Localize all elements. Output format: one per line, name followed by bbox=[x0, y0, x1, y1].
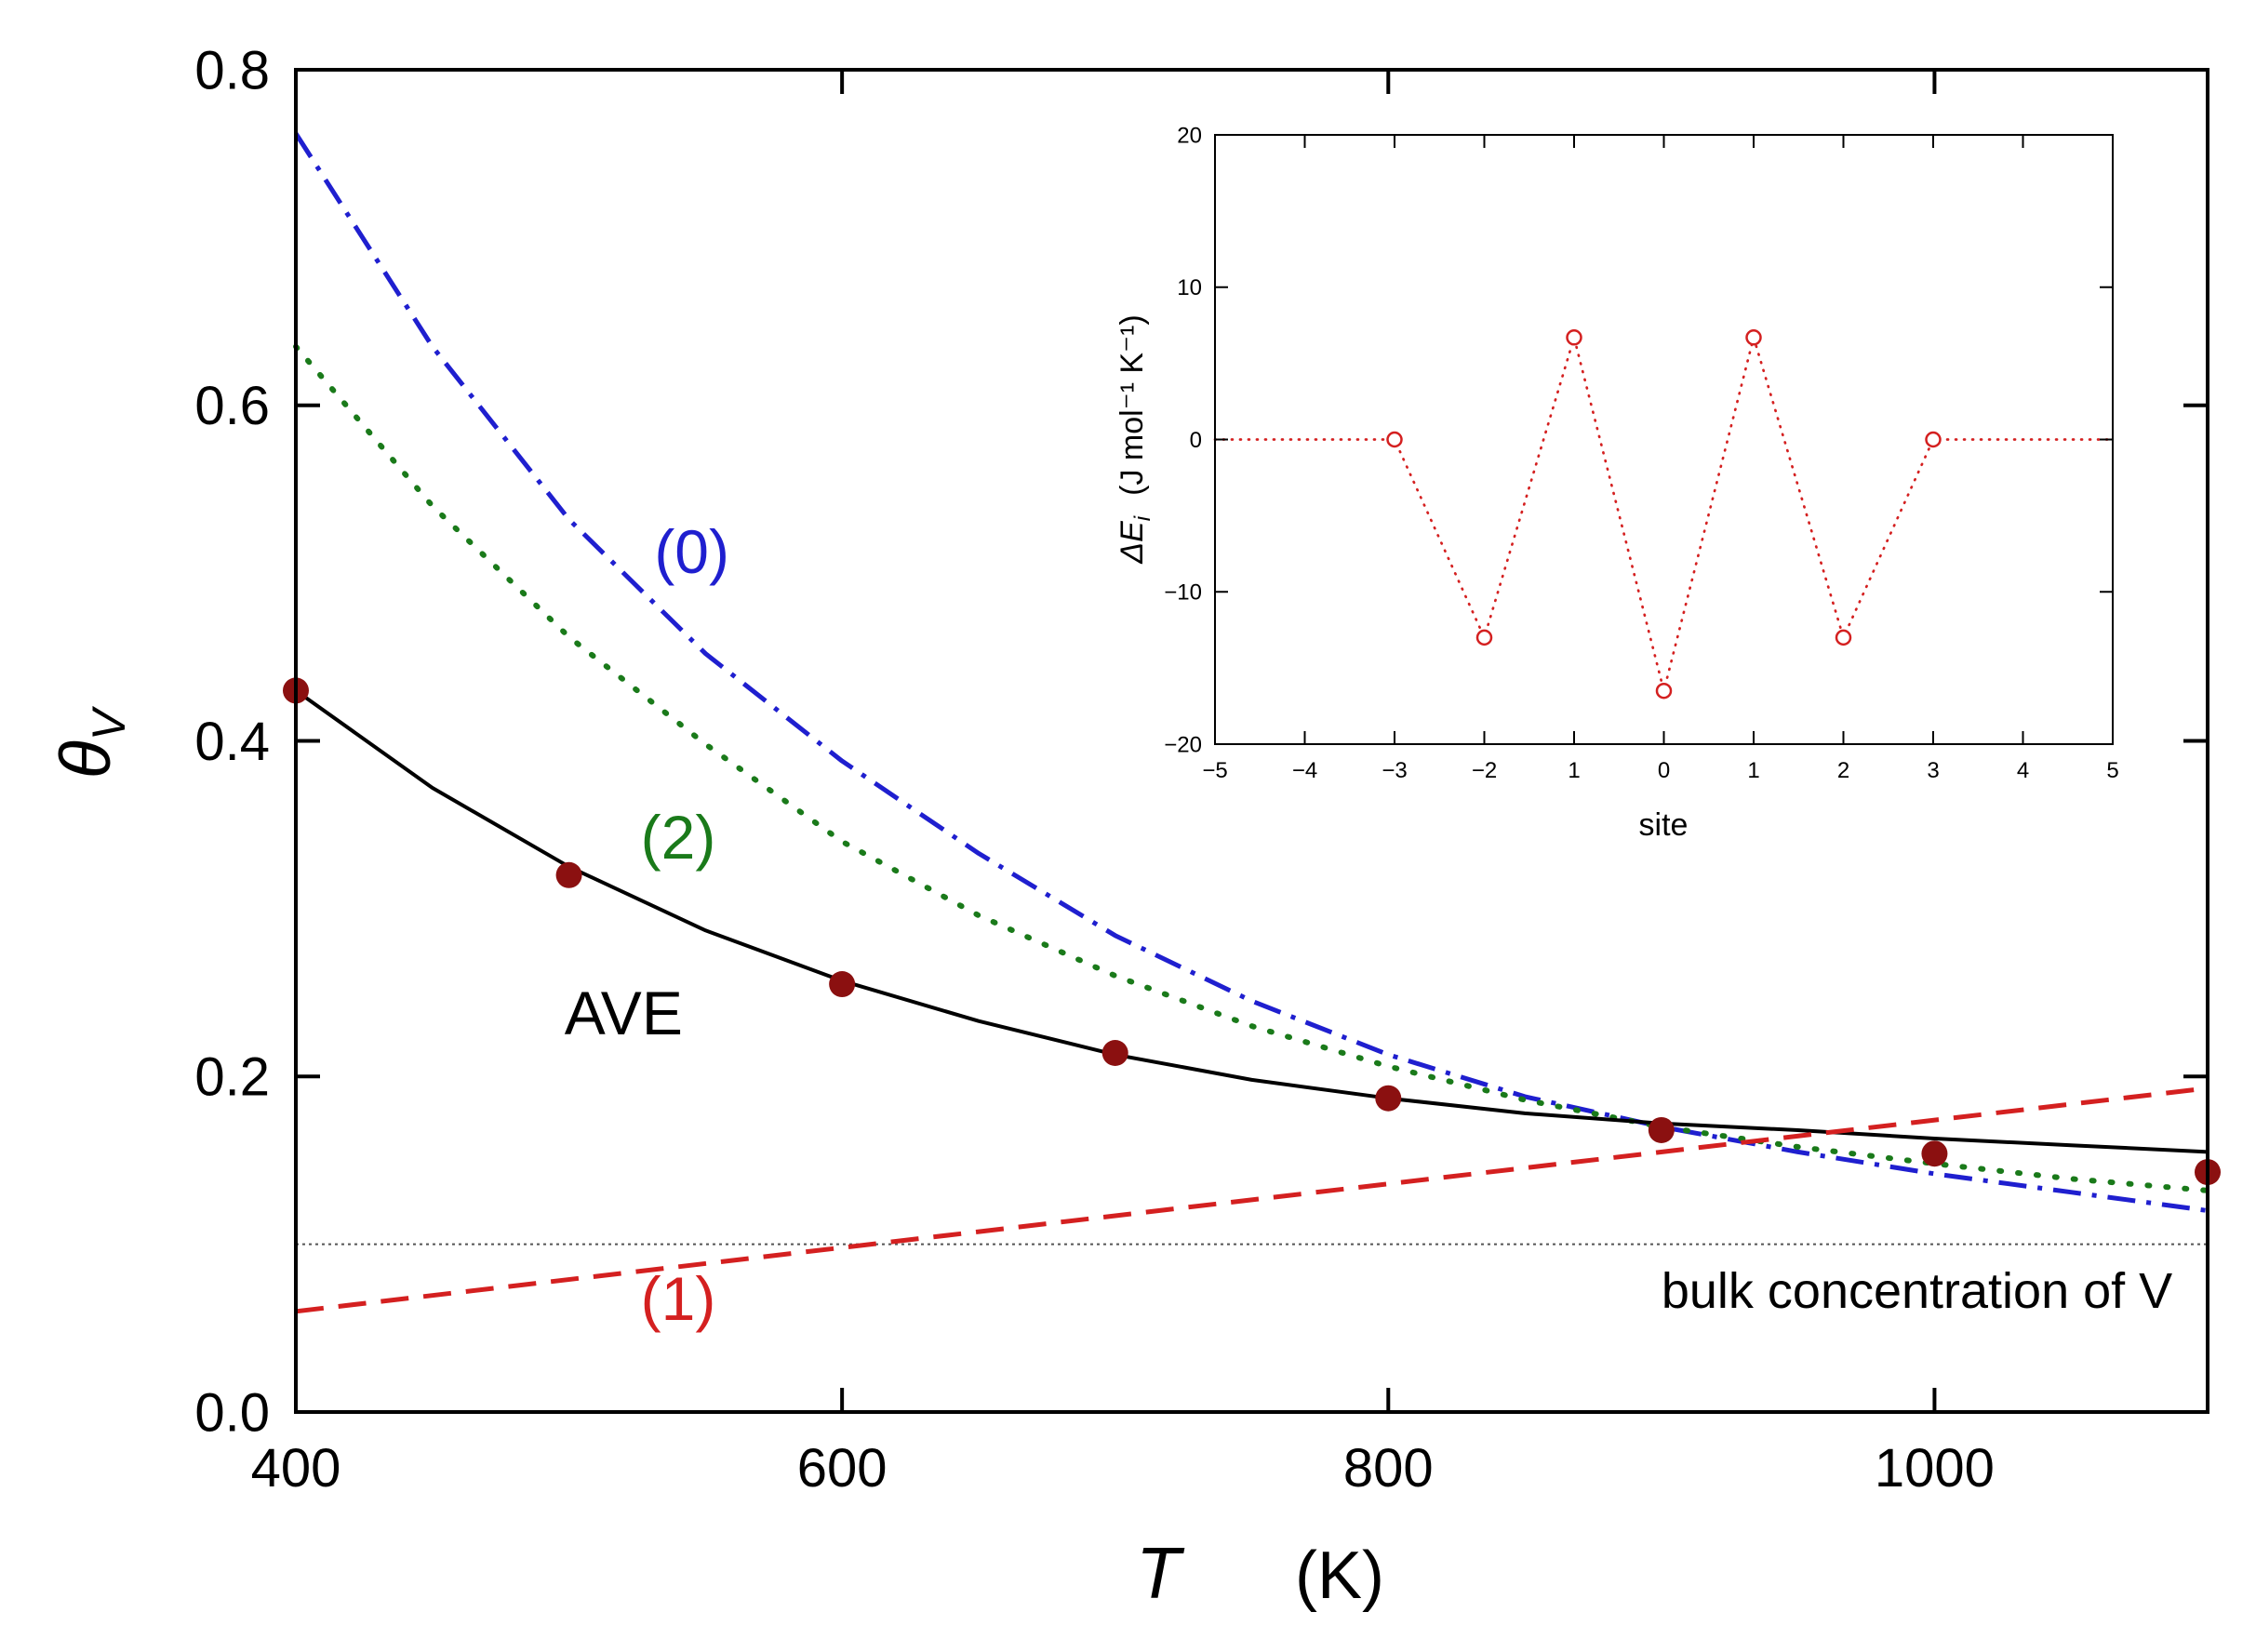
inset-y-axis-unit: (J mol⁻¹ K⁻¹) bbox=[1115, 314, 1150, 496]
inset-x-tick-label: 2 bbox=[1837, 758, 1849, 783]
inset-x-tick-label: −3 bbox=[1382, 758, 1407, 783]
inset-marker bbox=[1386, 431, 1403, 448]
inset-marker bbox=[1835, 629, 1852, 646]
inset-y-tick-label: 10 bbox=[1177, 275, 1202, 300]
inset-marker bbox=[1745, 329, 1762, 346]
main-series-line-0 bbox=[293, 132, 2209, 1213]
main-y-tick-label: 0.4 bbox=[194, 712, 270, 772]
main-ticks-layer bbox=[294, 68, 2208, 1414]
series-label-1: (2) bbox=[641, 803, 716, 872]
inset-x-tick-label: 1 bbox=[1747, 758, 1759, 783]
inset-marker bbox=[1475, 629, 1493, 646]
main-series-line-3 bbox=[295, 1086, 2209, 1314]
data-point bbox=[1921, 1140, 1948, 1167]
inset-x-tick-label: 5 bbox=[2106, 758, 2118, 783]
main-y-tick-label: 0.2 bbox=[194, 1047, 270, 1108]
inset-x-tick-label: −2 bbox=[1472, 758, 1497, 783]
main-points-layer bbox=[283, 677, 2221, 1186]
y-axis-title: θV bbox=[47, 705, 135, 779]
inset-y-tick-label: 0 bbox=[1190, 428, 1202, 453]
main-x-tick-label: 800 bbox=[1343, 1438, 1434, 1499]
inset-marker bbox=[1655, 682, 1673, 699]
data-point bbox=[1648, 1116, 1675, 1143]
inset-x-axis-title: site bbox=[1639, 807, 1689, 843]
inset-x-tick-label: 4 bbox=[2017, 758, 2029, 783]
inset-y-axis-symbol: ΔE bbox=[1115, 521, 1150, 565]
inset-y-tick-label: −10 bbox=[1164, 580, 1202, 606]
data-point bbox=[829, 971, 856, 998]
inset-y-axis-title: ΔEi (J mol⁻¹ K⁻¹) bbox=[1115, 314, 1155, 564]
data-point bbox=[1101, 1039, 1128, 1066]
data-point bbox=[1375, 1085, 1402, 1112]
main-series-line-2 bbox=[294, 688, 2209, 1154]
series-label-0: (0) bbox=[654, 517, 729, 586]
inset-y-tick-label: 20 bbox=[1177, 123, 1202, 148]
series-label-4: bulk concentration of V bbox=[1662, 1263, 2172, 1319]
inset-x-tick-label: −5 bbox=[1202, 758, 1227, 783]
main-y-tick-label: 0.8 bbox=[194, 40, 270, 100]
inset-marker bbox=[1566, 329, 1582, 346]
main-x-tick-label: 400 bbox=[251, 1438, 341, 1499]
svg-text:ΔEi(J mol⁻¹ K⁻¹): ΔEi (J mol⁻¹ K⁻¹) bbox=[1115, 314, 1155, 564]
inset-markers-layer bbox=[1386, 329, 1942, 699]
inset-x-tick-label: −4 bbox=[1292, 758, 1317, 783]
inset-marker bbox=[1925, 431, 1942, 448]
main-y-tick-label: 0.0 bbox=[194, 1382, 270, 1443]
svg-text:θV: θV bbox=[47, 705, 135, 779]
data-point bbox=[555, 861, 582, 888]
x-axis-symbol: T bbox=[1136, 1532, 1185, 1614]
y-axis-symbol: θ bbox=[47, 740, 126, 779]
inset-series-line-0 bbox=[1213, 336, 2115, 693]
inset-x-tick-label: 0 bbox=[1658, 758, 1670, 783]
inset-x-tick-label: 1 bbox=[1568, 758, 1580, 783]
x-axis-unit: (K) bbox=[1295, 1539, 1384, 1613]
inset-series-layer bbox=[1213, 336, 2115, 693]
main-series-layer bbox=[293, 132, 2210, 1314]
series-label-3: (1) bbox=[641, 1264, 716, 1333]
main-x-tick-label: 1000 bbox=[1875, 1438, 1995, 1499]
inset-x-tick-label: 3 bbox=[1927, 758, 1939, 783]
y-axis-subscript: V bbox=[83, 705, 135, 740]
main-series-line-1 bbox=[293, 343, 2210, 1193]
inset-y-tick-label: −20 bbox=[1164, 732, 1202, 757]
inset-ticks-layer bbox=[1214, 134, 2114, 745]
main-y-tick-label: 0.6 bbox=[194, 376, 270, 436]
series-label-2: AVE bbox=[565, 979, 683, 1047]
main-x-tick-label: 600 bbox=[797, 1438, 888, 1499]
main-series-labels-layer: (0) (2) AVE (1) bulk concentration of V bbox=[565, 517, 2173, 1333]
inset-y-axis-subscript: i bbox=[1130, 515, 1155, 521]
